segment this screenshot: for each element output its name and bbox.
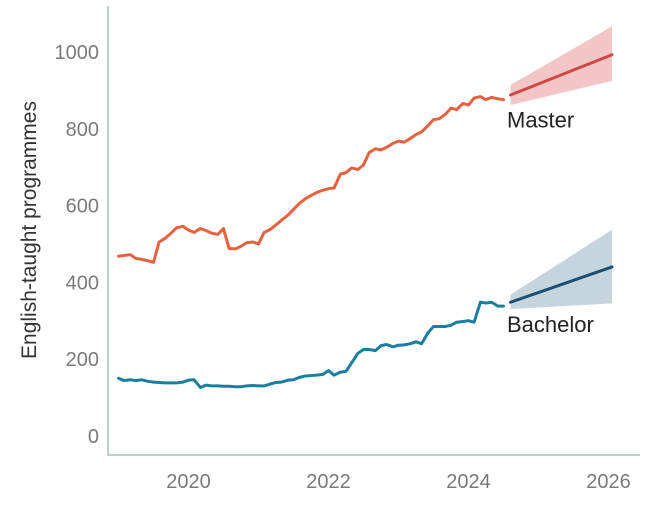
master-series-label: Master [507,108,574,133]
x-tick-labels: 2020 2022 2024 2026 [166,471,631,493]
y-tick-label-800: 800 [66,119,99,141]
master-forecast-line [509,53,614,97]
series-lines [117,53,614,389]
x-tick-label-2026: 2026 [586,471,631,493]
y-tick-label-400: 400 [66,272,99,294]
bachelor-series-label: Bachelor [507,312,594,337]
master-forecast-confidence-band [510,26,612,106]
bachelor-line [117,300,505,389]
y-tick-label-600: 600 [66,196,99,218]
x-tick-label-2020: 2020 [166,471,211,493]
y-tick-label-200: 200 [66,349,99,371]
y-tick-label-0: 0 [88,426,99,448]
master-line [117,95,505,264]
bachelor-forecast-line [509,265,614,304]
y-tick-labels: 0 200 400 600 800 1000 [55,42,100,448]
forecast-bands [510,26,612,310]
x-tick-label-2022: 2022 [306,471,351,493]
y-axis-title: English-taught programmes [18,101,41,359]
series-labels: Master Bachelor [507,108,594,338]
y-tick-label-1000: 1000 [55,42,100,64]
bachelor-forecast-confidence-band [510,229,612,310]
x-tick-label-2024: 2024 [446,471,491,493]
